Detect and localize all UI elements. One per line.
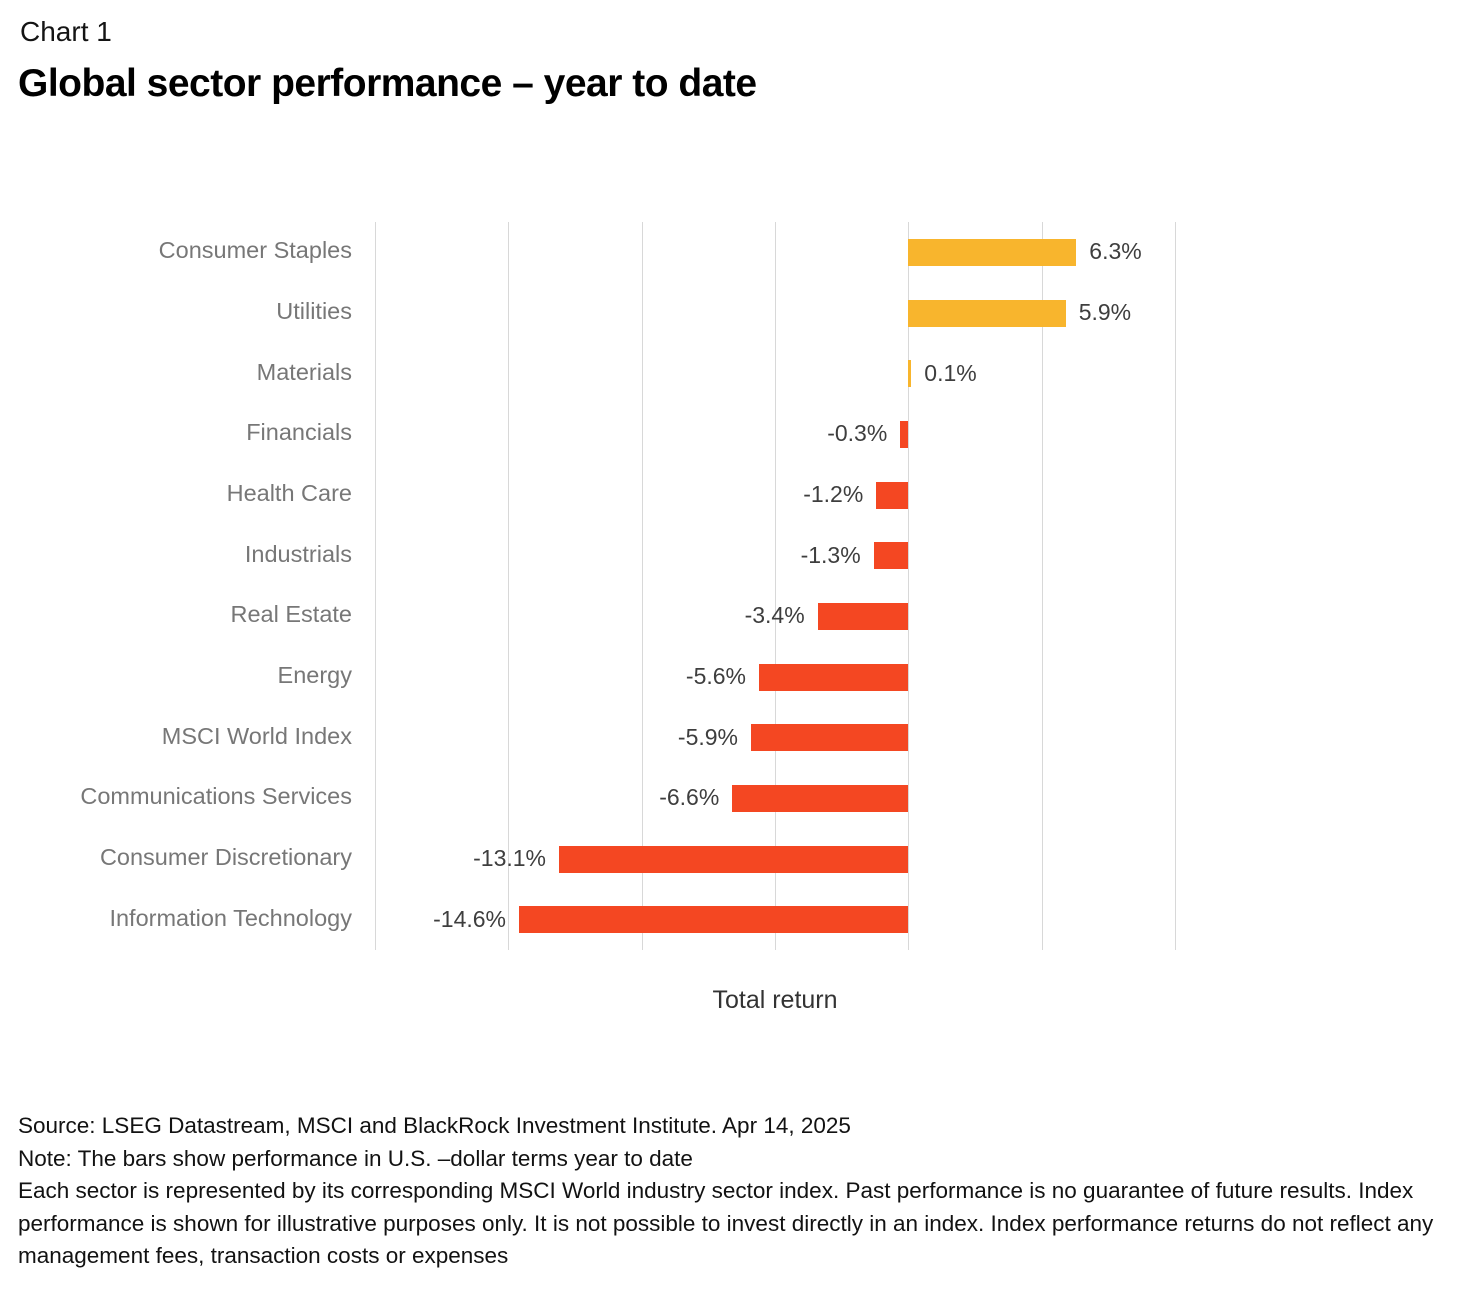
value-label: -1.2% <box>803 481 864 507</box>
category-label: Financials <box>246 419 352 446</box>
bar <box>751 724 909 752</box>
gridline <box>775 222 776 950</box>
gridline <box>908 222 910 950</box>
bar <box>732 784 909 812</box>
bar <box>876 481 909 509</box>
gridline <box>1175 222 1176 950</box>
gridline <box>375 222 376 950</box>
gridline <box>641 222 643 950</box>
value-label: -3.4% <box>744 602 805 629</box>
value-label: -1.3% <box>800 541 861 568</box>
x-axis-label: Total return <box>712 986 838 1014</box>
source-line: Source: LSEG Datastream, MSCI and BlackR… <box>18 1113 851 1138</box>
value-label: -13.1% <box>473 845 546 871</box>
value-label: -5.6% <box>685 663 746 689</box>
category-label: Energy <box>277 662 352 688</box>
footnotes: Source: LSEG Datastream, MSCI and BlackR… <box>18 1110 1470 1273</box>
bar <box>817 602 909 630</box>
gridline <box>1041 222 1043 950</box>
value-label: 5.9% <box>1078 299 1132 325</box>
bar <box>559 845 909 873</box>
value-label: -5.9% <box>677 723 738 750</box>
category-label: Health Care <box>226 480 352 506</box>
bar <box>759 663 909 691</box>
bar-chart: Consumer Staples 6.3% Utilities 5.9% Materia… <box>80 222 1176 1014</box>
gridline <box>508 222 510 950</box>
bar <box>908 299 1066 327</box>
bar <box>873 542 909 570</box>
note-line: Note: The bars show performance in U.S. … <box>18 1145 693 1171</box>
bar <box>908 360 912 388</box>
bar <box>519 906 909 934</box>
category-label: MSCI World Index <box>161 722 352 749</box>
value-label: -6.6% <box>659 784 720 811</box>
bar <box>900 420 909 448</box>
category-label: Information Technology <box>109 904 352 931</box>
value-label: 6.3% <box>1089 238 1142 265</box>
category-label: Real Estate <box>230 601 352 628</box>
value-label: -0.3% <box>827 420 888 447</box>
chart-eyebrow: Chart 1 <box>20 16 112 47</box>
category-label: Materials <box>256 358 352 385</box>
category-label: Utilities <box>276 298 352 324</box>
page-title: Global sector performance – year to date <box>18 62 757 105</box>
disclaimer-text: Each sector is represented by its corres… <box>18 1178 1434 1268</box>
value-label: 0.1% <box>924 359 977 386</box>
category-label: Consumer Discretionary <box>99 844 352 870</box>
category-label: Communications Services <box>80 783 352 810</box>
category-label: Industrials <box>244 540 352 567</box>
category-label: Consumer Staples <box>158 237 352 264</box>
bar <box>908 238 1077 266</box>
value-label: -14.6% <box>433 905 506 932</box>
